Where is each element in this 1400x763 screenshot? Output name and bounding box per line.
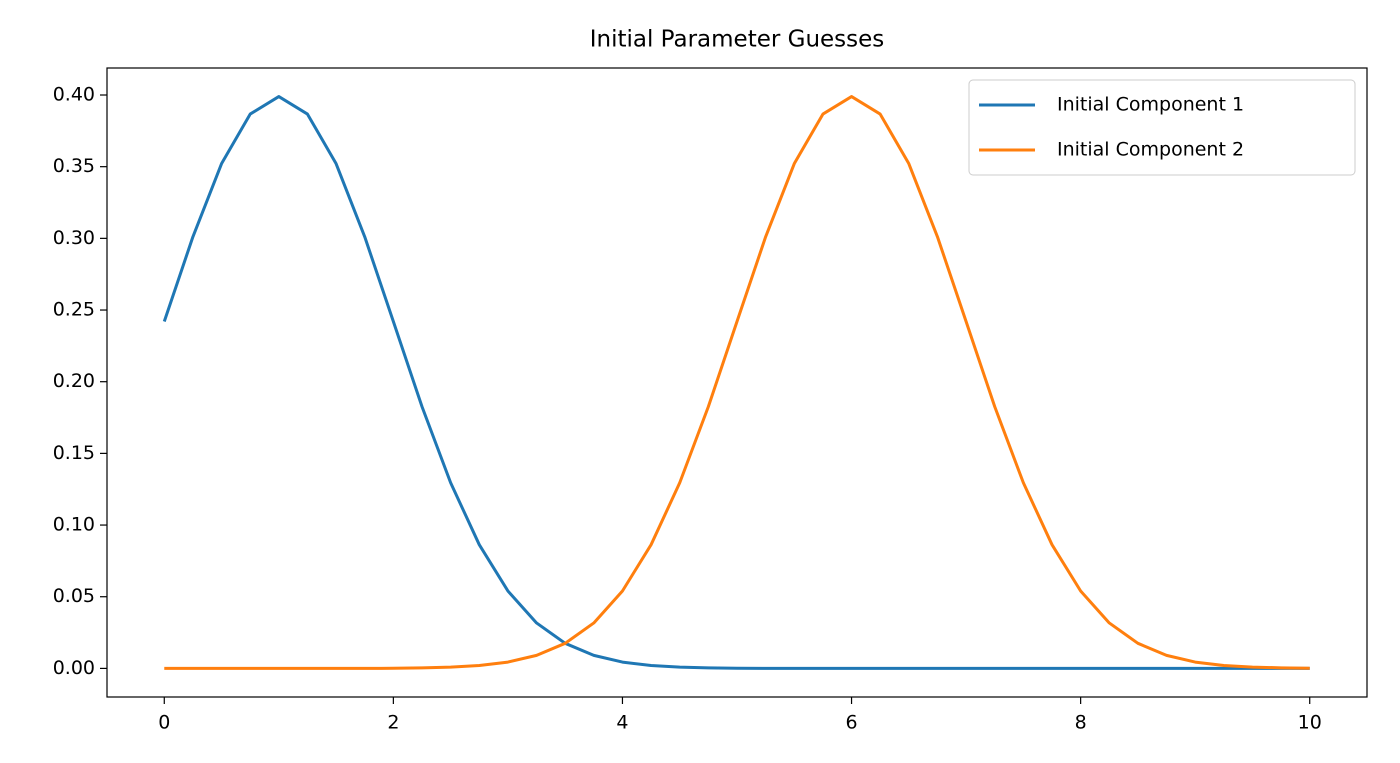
- x-tick-label: 6: [845, 712, 857, 734]
- y-tick-label: 0.05: [53, 585, 95, 607]
- legend-box: [968, 79, 1356, 176]
- y-tick-label: 0.40: [53, 84, 95, 106]
- y-tick-label: 0.00: [53, 657, 95, 679]
- legend-label: Initial Component 1: [1057, 94, 1244, 116]
- y-tick-label: 0.10: [53, 514, 95, 536]
- y-tick-label: 0.25: [53, 299, 95, 321]
- plot-frame: [106, 67, 1368, 698]
- series-line: [164, 95, 1310, 670]
- x-tick-label: 4: [616, 712, 628, 734]
- y-tick-label: 0.15: [53, 442, 95, 464]
- x-tick-label: 2: [387, 712, 399, 734]
- x-tick-label: 0: [158, 712, 170, 734]
- y-tick-label: 0.20: [53, 370, 95, 392]
- y-tick-label: 0.30: [53, 227, 95, 249]
- x-tick-label: 8: [1075, 712, 1087, 734]
- legend-label: Initial Component 2: [1057, 139, 1244, 161]
- series-line: [162, 95, 1310, 670]
- x-tick-label: 10: [1298, 712, 1322, 734]
- y-tick-label: 0.35: [53, 155, 95, 177]
- chart-title: Initial Parameter Guesses: [590, 27, 885, 53]
